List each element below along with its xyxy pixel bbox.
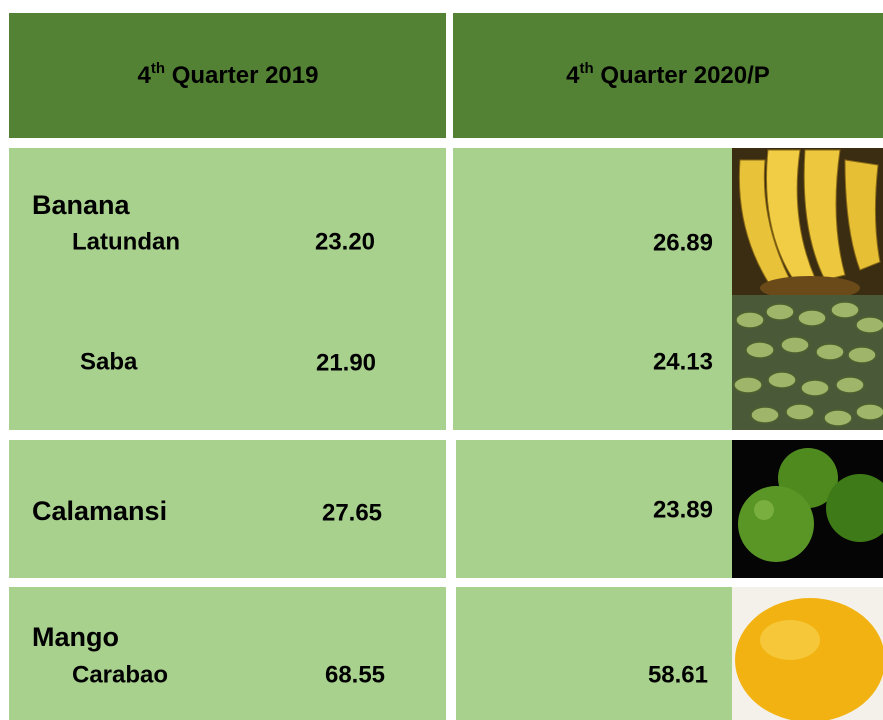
value-2019: 21.90 xyxy=(316,349,376,376)
item-name: Carabao xyxy=(72,661,168,688)
value-2019: 27.65 xyxy=(322,499,382,526)
value-2019: 23.20 xyxy=(315,228,375,255)
calamansi-image xyxy=(732,440,883,578)
header-right: 4th Quarter 2020/P xyxy=(566,60,770,89)
cell xyxy=(9,148,446,430)
header-cell xyxy=(453,13,883,138)
cell xyxy=(9,587,446,720)
group-name: Mango xyxy=(32,622,119,652)
mango-image xyxy=(732,587,883,720)
value-2020: 23.89 xyxy=(653,496,713,523)
item-name: Latundan xyxy=(72,228,180,255)
value-2020: 24.13 xyxy=(653,348,713,375)
value-2019: 68.55 xyxy=(325,661,385,688)
item-name: Saba xyxy=(80,348,138,375)
header-cell xyxy=(9,13,446,138)
header-left: 4th Quarter 2019 xyxy=(138,60,319,89)
value-2020: 26.89 xyxy=(653,229,713,256)
cell xyxy=(9,440,446,578)
group-name: Calamansi xyxy=(32,496,167,526)
value-2020: 58.61 xyxy=(648,661,708,688)
latundan-image xyxy=(732,148,883,300)
saba-image xyxy=(732,295,883,430)
group-name: Banana xyxy=(32,190,131,220)
